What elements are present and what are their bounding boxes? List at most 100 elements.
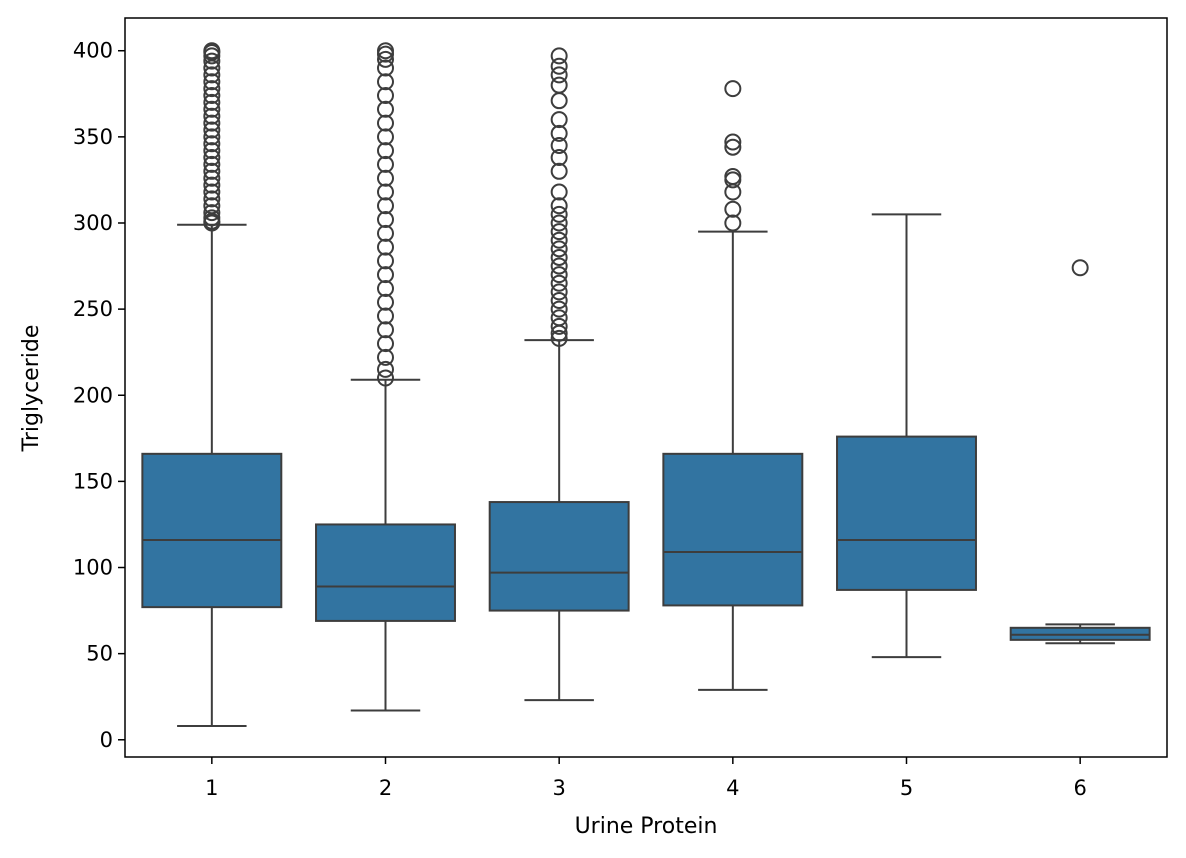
outlier-point xyxy=(550,66,568,84)
outlier-point xyxy=(203,107,221,125)
y-axis-label: Triglyceride xyxy=(19,325,44,453)
outlier-point xyxy=(550,223,568,241)
box-group-5 xyxy=(836,213,977,659)
outlier-point xyxy=(550,329,568,347)
outlier-point xyxy=(203,197,221,215)
y-tick-label: 50 xyxy=(86,642,113,666)
outlier-point xyxy=(550,214,568,232)
outlier-point xyxy=(550,124,568,142)
outlier-point xyxy=(203,169,221,187)
iqr-box xyxy=(141,452,283,609)
y-tick-label: 350 xyxy=(73,125,113,149)
outlier-point xyxy=(550,231,568,249)
outlier-point xyxy=(203,183,221,201)
outlier-point xyxy=(550,248,568,266)
outlier-point xyxy=(377,197,394,215)
outlier-point xyxy=(550,205,568,223)
x-tick-label: 3 xyxy=(552,776,565,800)
y-tick-label: 200 xyxy=(73,383,113,407)
outlier-point xyxy=(724,133,742,151)
outlier-point xyxy=(550,283,568,301)
outlier-point xyxy=(724,200,742,218)
outlier-point xyxy=(203,93,221,111)
box-group-6 xyxy=(1009,259,1151,645)
y-tick-label: 100 xyxy=(73,556,113,580)
outlier-point xyxy=(377,348,394,366)
outlier-point xyxy=(203,100,221,118)
outlier-point xyxy=(377,369,394,387)
iqr-box xyxy=(488,501,630,612)
outlier-point xyxy=(203,128,221,146)
y-tick-label: 0 xyxy=(100,728,113,752)
outlier-point xyxy=(377,360,394,378)
outlier-point xyxy=(203,135,221,153)
boxes-layer xyxy=(141,42,1151,727)
outlier-point xyxy=(377,307,394,325)
x-tick-label: 6 xyxy=(1073,776,1086,800)
outlier-point xyxy=(377,238,394,256)
box-group-2 xyxy=(315,42,456,712)
iqr-box xyxy=(662,452,804,607)
outlier-point xyxy=(550,111,568,129)
outlier-point xyxy=(550,300,568,318)
outlier-point xyxy=(550,309,568,327)
outlier-point xyxy=(550,136,568,154)
x-axis-label: Urine Protein xyxy=(575,814,718,839)
outlier-point xyxy=(550,76,568,94)
outlier-point xyxy=(203,190,221,208)
outlier-point xyxy=(203,155,221,173)
outlier-point xyxy=(203,42,221,60)
outlier-point xyxy=(550,47,568,65)
outlier-point xyxy=(724,138,742,156)
outlier-point xyxy=(377,59,394,77)
outlier-point xyxy=(203,149,221,167)
outlier-point xyxy=(377,321,394,339)
outlier-point xyxy=(203,114,221,132)
outlier-point xyxy=(724,80,742,98)
outlier-point xyxy=(377,128,394,146)
outlier-point xyxy=(203,66,221,84)
outlier-point xyxy=(377,252,394,270)
outlier-point xyxy=(377,211,394,229)
outlier-point xyxy=(377,183,394,201)
x-tick-label: 1 xyxy=(205,776,218,800)
outlier-point xyxy=(550,162,568,180)
outlier-point xyxy=(377,169,394,187)
outlier-point xyxy=(550,149,568,167)
outlier-point xyxy=(377,279,394,297)
iqr-box xyxy=(836,435,977,591)
outlier-point xyxy=(203,80,221,98)
outlier-point xyxy=(550,257,568,275)
outlier-point xyxy=(550,197,568,215)
iqr-box xyxy=(315,523,456,622)
box-group-3 xyxy=(488,47,630,702)
y-axis: 0 50 100 150 200 250 300 350 400 xyxy=(73,39,125,752)
box-group-1 xyxy=(141,42,283,727)
x-tick-label: 4 xyxy=(726,776,739,800)
outlier-point xyxy=(550,240,568,258)
y-tick-label: 250 xyxy=(73,297,113,321)
x-axis: 1 2 3 4 5 6 xyxy=(205,757,1087,800)
outlier-point xyxy=(724,214,742,232)
outlier-point xyxy=(377,266,394,284)
y-tick-label: 150 xyxy=(73,469,113,493)
outlier-point xyxy=(203,209,221,227)
outlier-point xyxy=(377,335,394,353)
outlier-point xyxy=(377,224,394,242)
x-tick-label: 2 xyxy=(379,776,392,800)
outlier-point xyxy=(203,176,221,194)
outlier-point xyxy=(203,52,221,70)
outlier-point xyxy=(377,155,394,173)
plot-frame xyxy=(124,17,1168,758)
x-tick-label: 5 xyxy=(900,776,913,800)
box-group-4 xyxy=(662,80,804,691)
outlier-point xyxy=(724,167,742,185)
outlier-point xyxy=(203,73,221,91)
y-tick-label: 300 xyxy=(73,211,113,235)
outlier-point xyxy=(550,274,568,292)
outlier-point xyxy=(203,87,221,105)
outlier-point xyxy=(203,121,221,139)
outlier-point xyxy=(550,183,568,201)
